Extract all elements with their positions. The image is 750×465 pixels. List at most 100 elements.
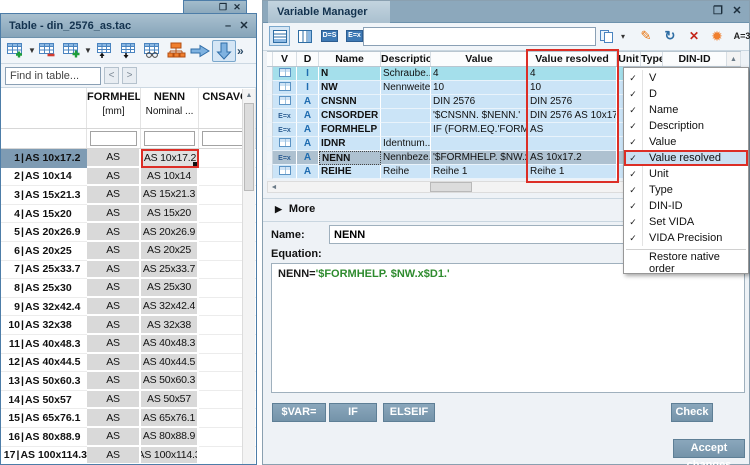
cell-v[interactable]: E=x — [273, 123, 297, 137]
menu-item[interactable]: ✓ Name — [624, 102, 748, 118]
cell-description[interactable] — [381, 109, 431, 123]
column-header-cnsavoi[interactable]: CNSAVOI — [199, 88, 256, 128]
header-type[interactable]: Type — [641, 52, 663, 66]
toolbar-overflow-icon[interactable]: » — [237, 43, 244, 58]
cell-value-resolved[interactable]: AS 10x17.2 — [528, 151, 617, 165]
cell-nenn[interactable]: AS 100x114.3 — [141, 446, 199, 464]
cell-cnsavoi[interactable] — [199, 446, 256, 464]
cell-nenn[interactable]: AS 40x44.5 — [141, 353, 199, 373]
cell-cnsavoi[interactable] — [199, 297, 256, 317]
menu-item[interactable]: ✓ Value — [624, 134, 748, 150]
cell-nenn[interactable]: AS 50x57 — [141, 390, 199, 410]
cell-value[interactable] — [431, 137, 528, 151]
copy-caret-icon[interactable]: ▾ — [620, 31, 625, 41]
cell-name[interactable]: NENN — [319, 151, 381, 165]
cell-formhelp[interactable]: AS — [87, 390, 141, 410]
cell-value[interactable]: DIN 2576 — [431, 95, 528, 109]
scrollbar-thumb[interactable] — [430, 182, 472, 192]
cell-name[interactable]: REIHE — [319, 165, 381, 179]
cell-name[interactable]: IDNR — [319, 137, 381, 151]
table-row[interactable]: 8 | AS 25x30 AS AS 25x30 — [1, 279, 256, 298]
cell-value-resolved[interactable]: AS — [528, 123, 617, 137]
cell-formhelp[interactable]: AS — [87, 316, 141, 335]
cell-name[interactable]: CNSNN — [319, 95, 381, 109]
cell-type-letter[interactable]: I — [297, 81, 319, 95]
row-header[interactable]: 1 | AS 10x17.2 — [1, 149, 87, 168]
cell-value-resolved[interactable] — [528, 137, 617, 151]
cell-nenn[interactable]: AS 65x76.1 — [141, 409, 199, 428]
cell-nenn[interactable]: AS 80x88.9 — [141, 427, 199, 447]
cell-formhelp[interactable]: AS — [87, 241, 141, 261]
cell-value-resolved[interactable]: DIN 2576 AS 10x17.2 — [528, 109, 617, 123]
cell-nenn[interactable]: AS 20x25 — [141, 241, 199, 261]
cell-nenn[interactable]: AS 32x42.4 — [141, 297, 199, 317]
menu-item[interactable]: ✓ Set VIDA — [624, 214, 748, 230]
filter-formhelp-input[interactable] — [90, 131, 137, 146]
menu-item[interactable]: ✓ Value resolved — [624, 150, 748, 166]
cell-value[interactable]: 4 — [431, 67, 528, 81]
cell-nenn[interactable]: AS 50x60.3 — [141, 372, 199, 391]
row-header[interactable]: 8 | AS 25x30 — [1, 279, 87, 298]
cell-value[interactable]: IF (FORM.EQ.'FORM ... — [431, 123, 528, 137]
column-header-nenn[interactable]: NENN Nominal ... — [141, 88, 199, 128]
cell-v[interactable]: E=x — [273, 95, 297, 109]
table-window-titlebar[interactable]: Table - din_2576_as.tac – ✕ — [1, 14, 256, 38]
find-previous-button[interactable]: < — [104, 67, 119, 84]
cell-formhelp[interactable]: AS — [87, 279, 141, 298]
scrollbar-thumb[interactable] — [244, 103, 254, 191]
header-v[interactable]: V — [273, 52, 297, 66]
cell-description[interactable] — [381, 95, 431, 109]
table-row[interactable]: 15 | AS 65x76.1 AS AS 65x76.1 — [1, 409, 256, 428]
cell-formhelp[interactable]: AS — [87, 204, 141, 224]
cell-cnsavoi[interactable] — [199, 167, 256, 187]
cell-value[interactable]: '$CNSNN. $NENN.' — [431, 109, 528, 123]
refresh-button[interactable]: ↻ — [664, 28, 676, 43]
row-header[interactable]: 13 | AS 50x60.3 — [1, 372, 87, 391]
cell-description[interactable] — [381, 123, 431, 137]
cell-value-resolved[interactable]: 10 — [528, 81, 617, 95]
cell-v[interactable]: E=x — [273, 67, 297, 81]
filter-cnsavoi-input[interactable] — [202, 131, 252, 146]
header-value[interactable]: Value — [431, 52, 528, 66]
cell-nenn[interactable]: AS 10x14 — [141, 167, 199, 187]
cell-type-letter[interactable]: I — [297, 67, 319, 81]
delete-row-button[interactable] — [36, 40, 60, 62]
cell-description[interactable]: Nennbeze... — [381, 151, 431, 165]
cell-cnsavoi[interactable] — [199, 241, 256, 261]
add-column-caret-icon[interactable]: ▼ — [84, 46, 92, 55]
cell-formhelp[interactable]: AS — [87, 372, 141, 391]
row-header[interactable]: 7 | AS 25x33.7 — [1, 260, 87, 280]
insert-if-button[interactable]: IF — [329, 403, 377, 422]
row-header[interactable]: 14 | AS 50x57 — [1, 390, 87, 410]
header-unit[interactable]: Unit — [617, 52, 641, 66]
cell-name[interactable]: CNSORDER — [319, 109, 381, 123]
row-header[interactable]: 10 | AS 32x38 — [1, 316, 87, 335]
cell-name[interactable]: N — [319, 67, 381, 81]
cell-cnsavoi[interactable] — [199, 149, 256, 168]
cell-value[interactable]: '$FORMHELP. $NW.x$... — [431, 151, 528, 165]
add-row-button[interactable] — [4, 40, 28, 62]
more-expander[interactable]: ▶ More — [275, 203, 315, 215]
cell-type-letter[interactable]: A — [297, 95, 319, 109]
menu-item[interactable]: ✓ D — [624, 86, 748, 102]
table-row[interactable]: 3 | AS 15x21.3 AS AS 15x21.3 — [1, 186, 256, 205]
table-row[interactable]: 2 | AS 10x14 AS AS 10x14 — [1, 167, 256, 187]
table-vertical-scrollbar[interactable]: ▲ — [242, 89, 255, 464]
cell-formhelp[interactable]: AS — [87, 223, 141, 242]
header-description[interactable]: Description — [381, 52, 431, 66]
move-row-up-button[interactable] — [92, 40, 116, 62]
delete-variable-button[interactable]: ✕ — [688, 29, 700, 43]
find-in-table-input[interactable] — [5, 66, 101, 85]
cell-v[interactable]: E=x — [273, 81, 297, 95]
minimize-icon[interactable]: – — [224, 19, 232, 32]
cell-value-resolved[interactable]: DIN 2576 — [528, 95, 617, 109]
cell-nenn[interactable]: AS 25x30 — [141, 279, 199, 298]
cell-description[interactable]: Schraube... — [381, 67, 431, 81]
equation-editor[interactable]: NENN='$FORMHELP. $NW.x$D1.' — [271, 263, 745, 393]
cell-nenn[interactable]: AS 25x33.7 — [141, 260, 199, 280]
menu-item[interactable]: ✓ Unit — [624, 166, 748, 182]
scroll-up-icon[interactable]: ▲ — [727, 52, 741, 66]
header-din-id[interactable]: DIN-ID — [663, 52, 727, 66]
row-header[interactable]: 4 | AS 15x20 — [1, 204, 87, 224]
cell-type-letter[interactable]: A — [297, 109, 319, 123]
